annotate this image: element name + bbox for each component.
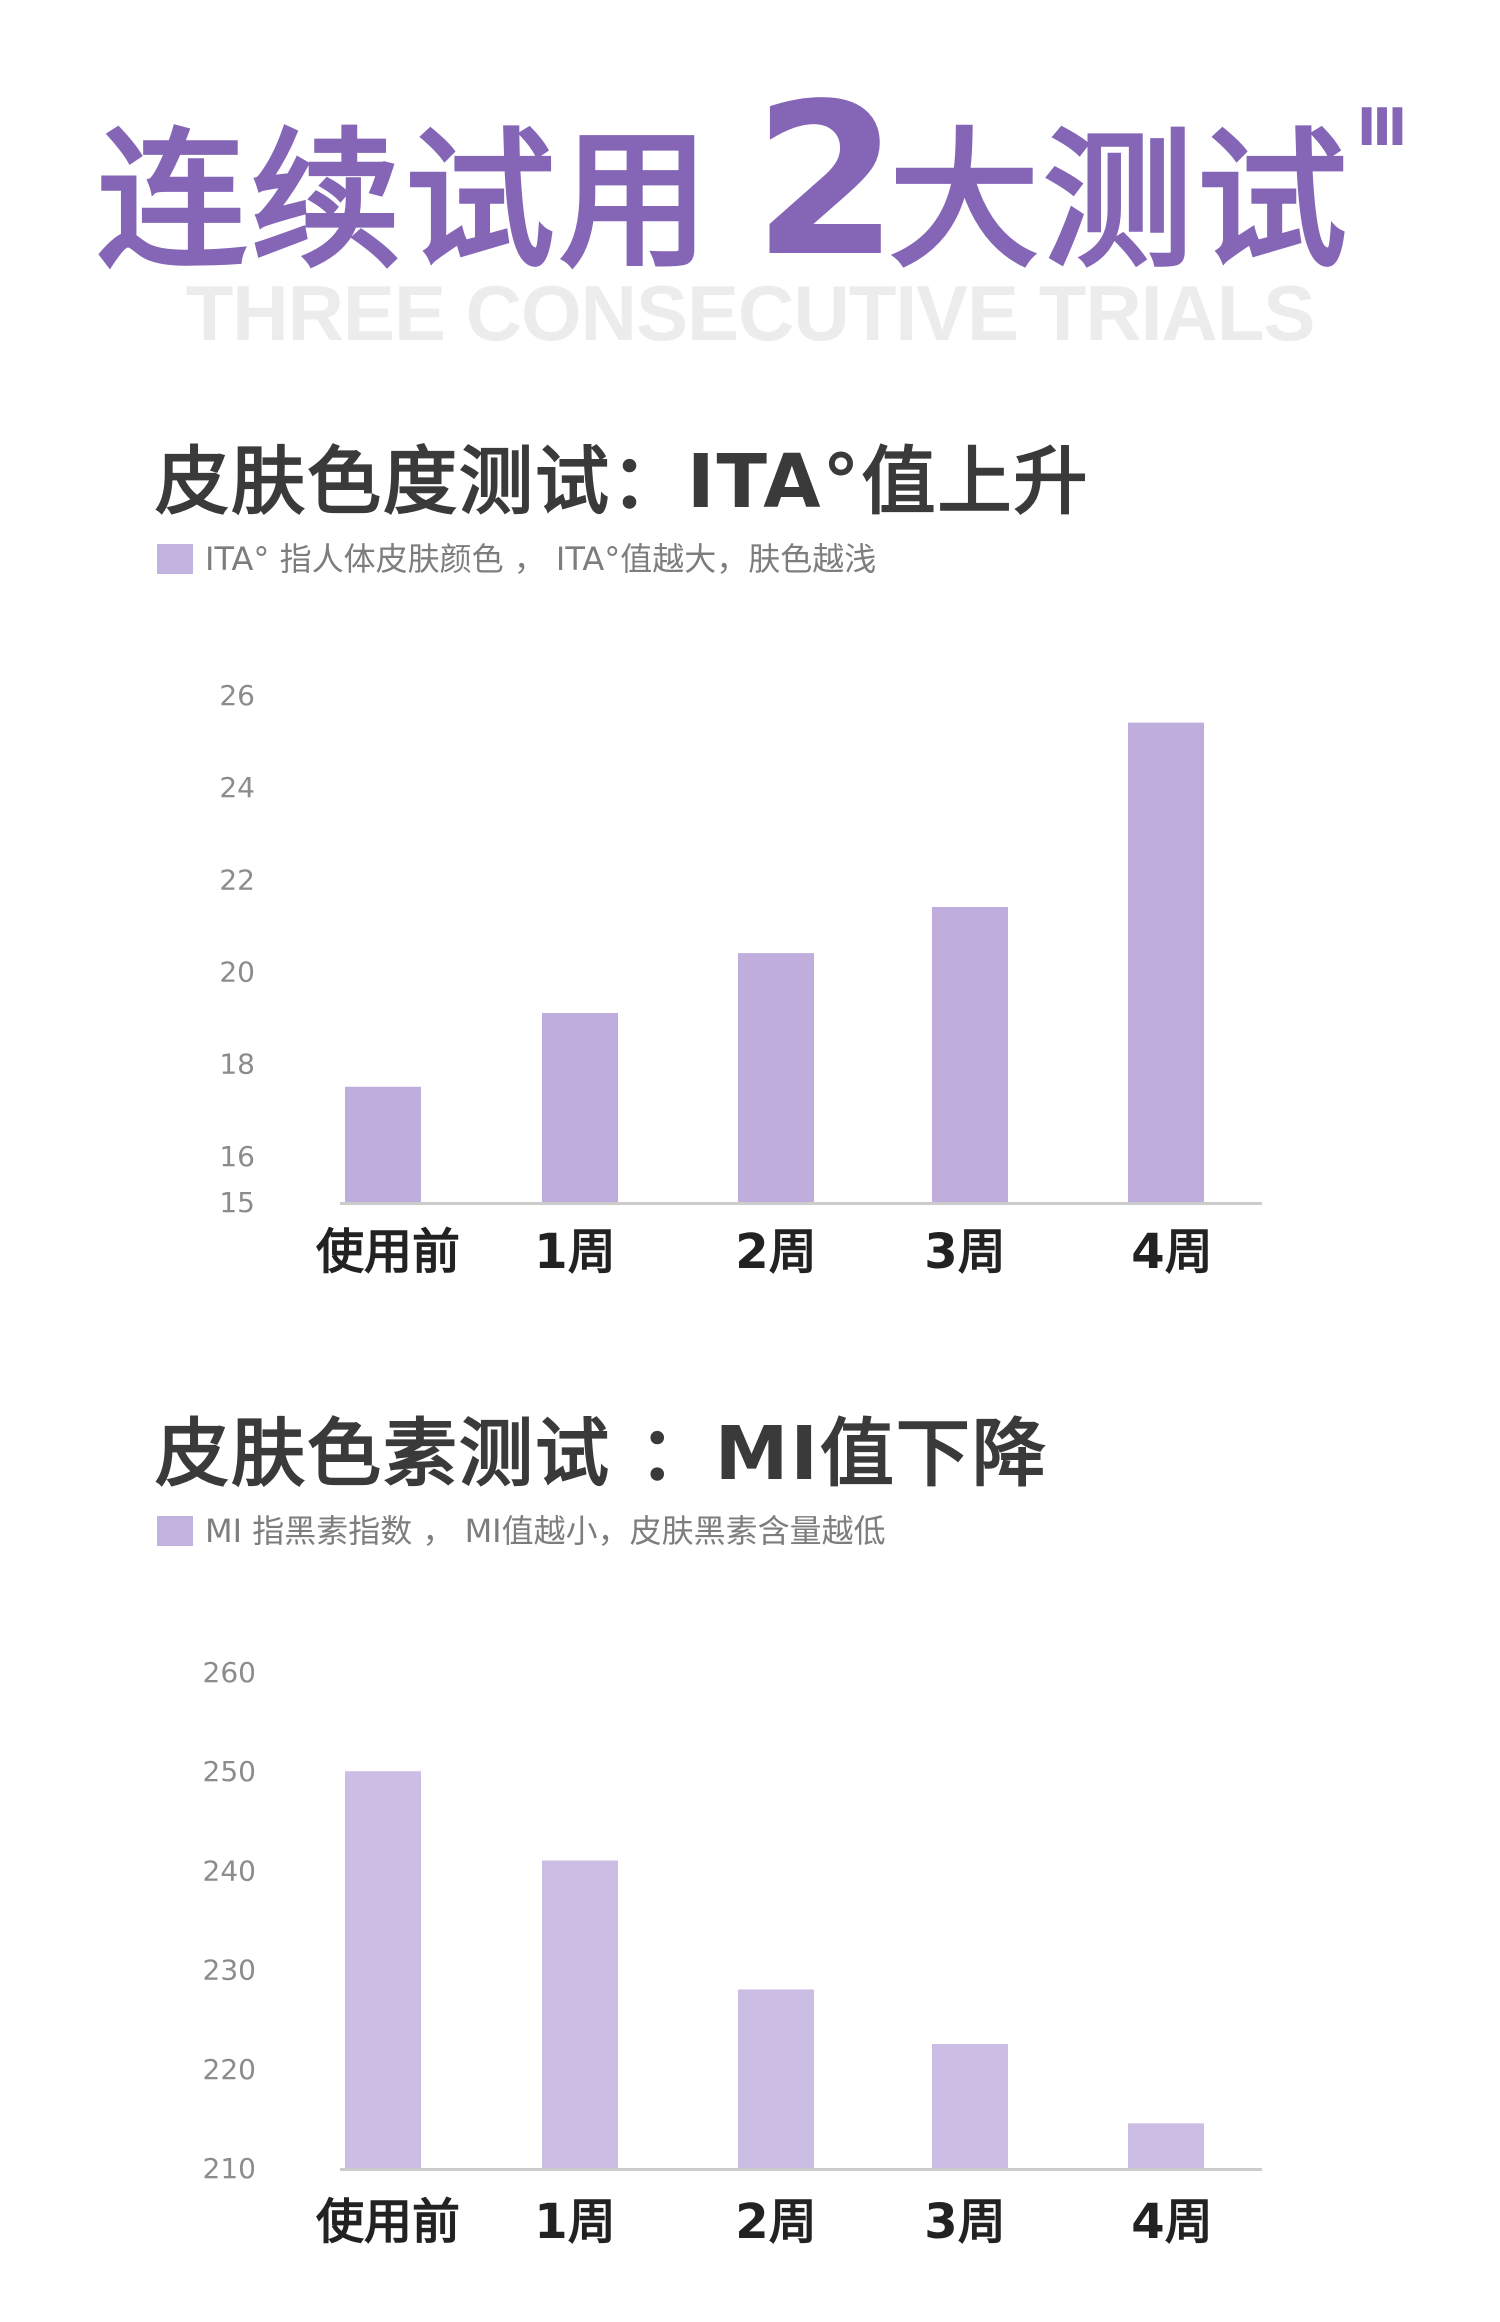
ita-bar-chart: 15 16 18 20 22 24 26 使用前 1周 2周 3周 4周: [219, 679, 1262, 1280]
note-swatch-2: [157, 1516, 193, 1546]
bar-1: [345, 1086, 421, 1202]
category-label: 3周: [924, 1224, 1005, 1280]
y-tick-label: 22: [219, 863, 255, 896]
bar-2: [542, 1860, 618, 2168]
section-2-note-text: MI 指黑素指数 ， MI值越小，皮肤黑素含量越低: [205, 1512, 886, 1550]
section-1-title: 皮肤色度测试：ITA°值上升: [155, 439, 1090, 525]
y-tick-label: 26: [219, 679, 255, 712]
category-label: 使用前: [316, 2194, 460, 2250]
y-tick-label: 24: [219, 771, 255, 804]
y-tick-label: 230: [203, 1954, 256, 1987]
y-tick-label: 240: [203, 1854, 256, 1887]
category-label: 使用前: [316, 1224, 460, 1280]
section-1-note: ITA° 指人体皮肤颜色 ， ITA°值越大，肤色越浅: [157, 534, 876, 580]
section-2-title: 皮肤色素测试 ：MI值下降: [155, 1411, 1048, 1497]
headline-part-2: 大测试: [889, 115, 1352, 289]
bar-5: [1128, 722, 1204, 1202]
y-tick-label: 18: [219, 1048, 255, 1081]
headline-mark: III: [1357, 98, 1407, 158]
section-2-note: MI 指黑素指数 ， MI值越小，皮肤黑素含量越低: [157, 1506, 886, 1552]
category-label: 2周: [735, 2194, 816, 2250]
category-label: 1周: [534, 2194, 615, 2250]
headline-part-1: 连续试用: [96, 115, 713, 289]
category-label: 2周: [735, 1224, 816, 1280]
bar-4: [932, 2044, 1008, 2168]
bar-3: [738, 1989, 814, 2168]
bar-3: [738, 953, 814, 1202]
category-label: 1周: [534, 1224, 615, 1280]
category-label: 3周: [924, 2194, 1005, 2250]
bar-5: [1128, 2123, 1204, 2168]
category-label: 4周: [1131, 1224, 1212, 1280]
note-swatch-1: [157, 544, 193, 574]
y-tick-label: 220: [203, 2053, 256, 2086]
headline-number: 2: [752, 58, 900, 303]
y-tick-label: 260: [203, 1656, 256, 1689]
y-tick-label: 250: [203, 1755, 256, 1788]
bar-4: [932, 907, 1008, 1202]
main-headline: 连续试用 2大测试 III: [0, 58, 1500, 303]
y-tick-label: 20: [219, 956, 255, 989]
bar-2: [542, 1013, 618, 1202]
y-tick-label: 15: [219, 1186, 255, 1219]
headline-subtitle: THREE CONSECUTIVE TRIALS: [185, 269, 1316, 357]
bar-1: [345, 1771, 421, 2168]
category-label: 4周: [1131, 2194, 1212, 2250]
section-1-note-text: ITA° 指人体皮肤颜色 ， ITA°值越大，肤色越浅: [205, 540, 877, 578]
y-tick-label: 16: [219, 1140, 255, 1173]
y-tick-label: 210: [203, 2152, 256, 2185]
mi-bar-chart: 210 220 230 240 250 260 使用前 1周 2周 3周 4周: [203, 1656, 1262, 2250]
